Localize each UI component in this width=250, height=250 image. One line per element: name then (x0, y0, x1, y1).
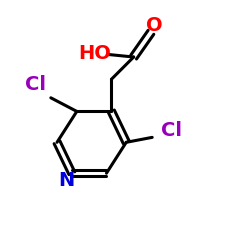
Text: O: O (146, 16, 163, 35)
Text: Cl: Cl (161, 121, 182, 140)
Text: Cl: Cl (25, 75, 46, 94)
Text: HO: HO (78, 44, 111, 63)
Text: N: N (58, 171, 74, 190)
